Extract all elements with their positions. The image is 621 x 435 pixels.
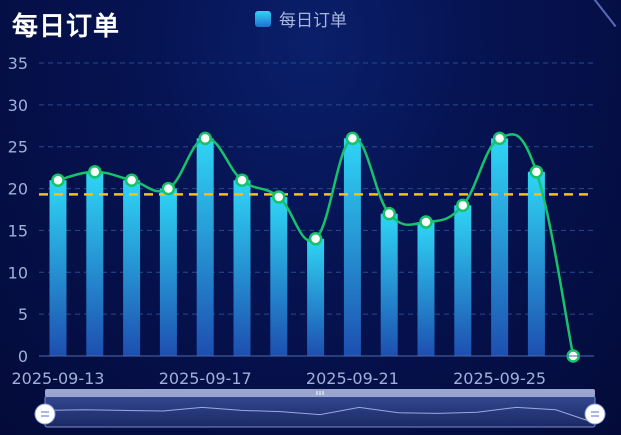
y-tick-label: 0 — [18, 347, 28, 366]
bar — [123, 180, 141, 356]
y-tick-label: 5 — [18, 305, 28, 324]
line-point — [456, 198, 470, 213]
bar — [159, 188, 177, 356]
bar — [380, 213, 398, 356]
line-point — [198, 131, 212, 146]
legend-label: 每日订单 — [279, 11, 347, 31]
bar — [527, 171, 545, 356]
datazoom-right-handle[interactable] — [584, 403, 606, 425]
bar — [233, 180, 251, 356]
line-point — [492, 131, 507, 146]
datazoom-preview-line — [44, 406, 596, 424]
y-tick-label: 20 — [8, 180, 28, 199]
datazoom-track — [44, 395, 596, 428]
y-tick-label: 25 — [8, 138, 28, 157]
line-point — [419, 215, 433, 229]
bar — [270, 196, 288, 356]
y-tick-label: 10 — [8, 263, 28, 282]
line-point — [88, 165, 102, 179]
line-point — [161, 181, 176, 196]
line-point — [382, 206, 396, 221]
x-tick-label: 2025-09-21 — [306, 369, 399, 388]
x-tick-label: 2025-09-17 — [159, 369, 252, 388]
line-point — [529, 165, 544, 179]
bar — [49, 180, 67, 356]
legend[interactable]: 每日订单 — [255, 6, 347, 31]
legend-swatch-icon — [255, 10, 271, 27]
bar — [307, 238, 325, 356]
y-tick-label: 35 — [8, 54, 28, 73]
bar — [417, 222, 435, 356]
bar — [196, 138, 214, 356]
panel-title: 每日订单 — [12, 12, 121, 42]
line-point — [124, 173, 139, 187]
bar — [343, 138, 361, 356]
line-point — [308, 232, 323, 246]
bar — [86, 171, 104, 356]
x-tick-label: 2025-09-13 — [12, 369, 105, 388]
line-point — [272, 190, 286, 204]
y-tick-label: 30 — [8, 96, 28, 115]
line-point — [51, 173, 65, 187]
datazoom-left-handle[interactable] — [34, 403, 56, 425]
bar — [491, 138, 509, 356]
y-tick-label: 15 — [8, 221, 28, 240]
line-point — [235, 173, 249, 187]
line-point — [345, 131, 360, 146]
bar — [454, 205, 472, 356]
x-tick-label: 2025-09-25 — [453, 369, 546, 388]
